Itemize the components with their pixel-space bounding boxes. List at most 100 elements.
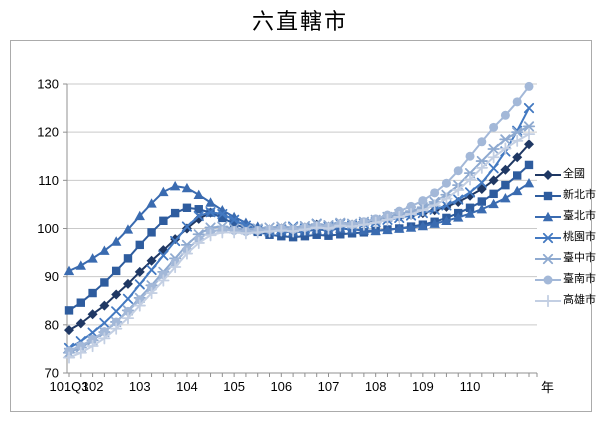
triangle-marker-icon <box>535 211 561 221</box>
x-marker-icon <box>523 102 535 114</box>
diamond-marker-icon <box>453 197 464 208</box>
triangle-marker-icon <box>205 197 216 207</box>
square-marker-icon <box>170 208 180 218</box>
x-tick-label: 110 <box>460 379 481 394</box>
diamond-marker-icon <box>122 278 133 289</box>
circle-marker-icon <box>406 201 416 211</box>
x-marker-icon <box>193 210 204 222</box>
x-tick-label: 107 <box>318 379 340 394</box>
circle-marker-icon <box>99 327 109 337</box>
triangle-marker-icon <box>134 210 145 221</box>
series-line-1 <box>68 163 530 312</box>
circle-marker-icon <box>524 81 534 91</box>
diamond-marker-icon <box>87 309 98 320</box>
legend-item: 臺北市 <box>535 206 596 227</box>
x-marker-icon <box>453 194 464 205</box>
circle-marker-icon <box>441 178 451 188</box>
square-marker-icon <box>465 203 475 212</box>
legend-item: 臺中市 <box>535 248 596 269</box>
legend-label: 高雄市 <box>563 294 596 306</box>
legend-item: 桃園市 <box>535 227 596 248</box>
square-marker-icon <box>300 232 310 241</box>
square-marker-icon <box>513 171 522 180</box>
x-marker-icon <box>111 306 122 317</box>
circle-marker-icon <box>111 317 121 327</box>
diamond-marker-icon <box>524 139 534 150</box>
circle-marker-icon <box>512 97 522 107</box>
x-marker-icon <box>229 214 240 225</box>
triangle-marker-icon <box>464 208 476 218</box>
diamond-marker-icon <box>193 213 204 224</box>
square-marker-icon <box>218 213 227 223</box>
triangle-marker-icon <box>75 260 86 270</box>
x-marker-icon <box>542 232 554 243</box>
plot-frame: 70 80 90 100 110 120 130 101Q3 102 103 104 105 106 10… <box>10 40 596 412</box>
diamond-marker-icon <box>134 266 145 277</box>
circle-marker-icon <box>430 188 440 198</box>
x-tick-label: 105 <box>223 379 245 394</box>
diamond-marker-icon <box>500 164 511 175</box>
square-marker-icon <box>524 160 534 170</box>
y-tick-label: 70 <box>45 366 59 381</box>
triangle-marker-icon <box>417 220 429 231</box>
x-marker-icon <box>217 208 228 220</box>
legend-item: 全國 <box>535 164 596 185</box>
square-marker-icon <box>194 205 203 214</box>
circle-marker-icon <box>535 275 561 284</box>
diamond-marker-icon <box>99 300 110 311</box>
triangle-marker-icon <box>370 225 381 236</box>
x-marker-icon <box>146 264 157 276</box>
legend-label: 臺中市 <box>563 252 596 264</box>
legend-label: 全國 <box>563 168 585 180</box>
circle-marker-icon <box>465 151 475 161</box>
triangle-marker-icon <box>87 253 98 263</box>
legend-item: 新北市 <box>535 185 596 206</box>
square-marker-icon <box>229 219 239 228</box>
x-marker-icon <box>122 293 134 304</box>
triangle-marker-icon <box>193 189 204 199</box>
legend-item: 臺南市 <box>535 269 596 290</box>
circle-marker-icon <box>453 166 463 176</box>
x-marker-icon <box>476 177 487 188</box>
square-marker-icon <box>489 189 498 199</box>
triangle-marker-icon <box>63 265 75 276</box>
square-marker-icon <box>88 288 97 298</box>
square-marker-icon <box>535 191 561 200</box>
triangle-marker-icon <box>476 204 488 214</box>
triangle-marker-icon <box>122 224 134 234</box>
x-marker-icon <box>181 221 193 232</box>
triangle-marker-icon <box>394 223 405 233</box>
triangle-marker-icon <box>169 180 181 191</box>
y-tick-label: 80 <box>45 317 59 332</box>
x-tick-label: 109 <box>412 379 434 394</box>
x-tick-label: 103 <box>129 379 151 394</box>
diamond-marker-icon <box>111 289 122 300</box>
triangle-marker-icon <box>429 218 440 228</box>
legend-label: 新北市 <box>563 189 596 201</box>
triangle-marker-icon <box>146 198 157 208</box>
triangle-marker-icon <box>523 178 535 188</box>
circle-marker-icon <box>88 334 98 344</box>
square-marker-icon <box>135 240 144 250</box>
circle-marker-icon <box>418 196 428 206</box>
series-line-4 <box>68 125 530 354</box>
square-marker-icon <box>182 203 192 212</box>
triangle-marker-icon <box>542 211 554 221</box>
diamond-marker-icon <box>543 169 553 180</box>
circle-marker-icon <box>543 275 553 284</box>
triangle-marker-icon <box>488 198 499 209</box>
x-marker-icon <box>87 327 98 338</box>
diamond-marker-icon <box>535 169 561 180</box>
square-marker-icon <box>76 298 85 307</box>
triangle-marker-icon <box>405 222 417 232</box>
square-marker-icon <box>64 306 74 315</box>
triangle-marker-icon <box>99 245 110 255</box>
square-marker-icon <box>123 254 133 263</box>
y-tick-label: 130 <box>37 77 59 92</box>
triangle-marker-icon <box>158 186 169 197</box>
square-marker-icon <box>147 228 156 237</box>
square-marker-icon <box>324 231 333 240</box>
x-marker-icon <box>488 163 499 174</box>
chart-title: 六直轄市 <box>251 9 348 34</box>
